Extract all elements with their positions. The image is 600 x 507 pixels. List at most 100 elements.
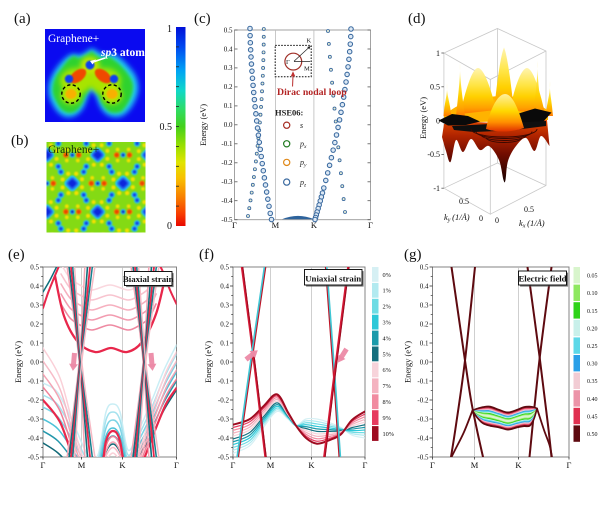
svg-text:0.0: 0.0	[420, 358, 429, 366]
svg-text:-0.5: -0.5	[427, 150, 440, 159]
svg-text:-0.2: -0.2	[221, 159, 233, 167]
svg-text:-0.1: -0.1	[221, 140, 233, 148]
svg-text:sp3 atom: sp3 atom	[100, 47, 145, 59]
svg-text:-0.1: -0.1	[218, 377, 230, 385]
svg-text:0.25: 0.25	[587, 344, 598, 350]
svg-text:Γ: Γ	[567, 460, 572, 470]
svg-text:K: K	[119, 460, 126, 470]
svg-text:-1: -1	[433, 184, 440, 193]
svg-text:0.15: 0.15	[587, 309, 598, 315]
svg-text:0.2: 0.2	[220, 320, 229, 328]
svg-text:0.3: 0.3	[224, 64, 233, 72]
svg-text:0.3: 0.3	[220, 301, 229, 309]
svg-text:0.5: 0.5	[459, 197, 469, 206]
svg-text:0.40: 0.40	[587, 397, 598, 403]
svg-text:0.0: 0.0	[30, 358, 39, 366]
svg-text:(c): (c)	[194, 11, 211, 27]
svg-text:10%: 10%	[383, 431, 395, 438]
svg-text:0.30: 0.30	[587, 362, 598, 368]
svg-text:Γ: Γ	[363, 460, 368, 470]
svg-text:0.5: 0.5	[224, 26, 233, 34]
svg-text:1: 1	[436, 49, 440, 58]
svg-text:0.1: 0.1	[420, 339, 429, 347]
svg-text:Γ: Γ	[232, 220, 237, 230]
svg-text:Dirac nodal loop: Dirac nodal loop	[277, 87, 347, 98]
svg-text:(d): (d)	[408, 11, 426, 27]
svg-text:0.50: 0.50	[587, 432, 598, 438]
svg-text:Energy (eV): Energy (eV)	[198, 104, 208, 146]
svg-text:-0.1: -0.1	[417, 377, 429, 385]
svg-text:0: 0	[436, 116, 440, 125]
svg-text:0.10: 0.10	[587, 291, 598, 297]
svg-text:py: py	[299, 158, 307, 169]
svg-text:-0.3: -0.3	[218, 415, 230, 423]
svg-text:0.2: 0.2	[30, 320, 39, 328]
svg-text:-0.3: -0.3	[28, 415, 40, 423]
svg-text:0.20: 0.20	[587, 326, 598, 332]
svg-text:0: 0	[495, 216, 499, 225]
svg-text:M: M	[471, 460, 479, 470]
svg-text:K: K	[307, 38, 312, 45]
svg-text:K: K	[308, 460, 315, 470]
svg-text:0.5: 0.5	[160, 122, 173, 133]
svg-text:-0.2: -0.2	[28, 396, 40, 404]
svg-text:Electric field: Electric field	[518, 274, 566, 284]
svg-text:-0.1: -0.1	[28, 377, 40, 385]
svg-text:0%: 0%	[383, 272, 392, 279]
svg-text:M: M	[272, 220, 280, 230]
svg-text:0.3: 0.3	[30, 301, 39, 309]
svg-text:0: 0	[167, 221, 172, 232]
svg-text:Energy (eV): Energy (eV)	[403, 341, 413, 383]
svg-text:7%: 7%	[383, 383, 392, 390]
svg-text:1: 1	[167, 24, 172, 35]
svg-text:Γ: Γ	[286, 59, 290, 66]
svg-text:Γ: Γ	[368, 220, 373, 230]
svg-text:s: s	[300, 121, 303, 130]
svg-text:-0.5: -0.5	[218, 453, 230, 461]
svg-text:0.0: 0.0	[220, 358, 229, 366]
svg-text:8%: 8%	[383, 399, 392, 406]
svg-text:K: K	[311, 220, 318, 230]
svg-text:0.5: 0.5	[524, 205, 534, 214]
svg-text:0.0: 0.0	[224, 121, 233, 129]
svg-text:-0.4: -0.4	[218, 434, 230, 442]
svg-text:kx (1/Å): kx (1/Å)	[519, 218, 545, 230]
svg-text:(f): (f)	[199, 247, 214, 263]
svg-text:ky (1/Å): ky (1/Å)	[444, 212, 470, 224]
svg-text:Γ: Γ	[430, 460, 435, 470]
svg-text:px: px	[299, 140, 307, 151]
svg-text:-0.5: -0.5	[221, 216, 233, 224]
svg-text:-0.5: -0.5	[28, 453, 40, 461]
svg-text:-0.4: -0.4	[417, 434, 429, 442]
svg-text:Energy (eV): Energy (eV)	[13, 341, 23, 383]
svg-text:4%: 4%	[383, 335, 392, 342]
svg-text:-0.2: -0.2	[218, 396, 230, 404]
svg-text:Graphene+: Graphene+	[48, 33, 99, 45]
svg-text:M: M	[267, 460, 275, 470]
svg-text:(g): (g)	[404, 247, 422, 263]
svg-text:Γ: Γ	[231, 460, 236, 470]
svg-text:9%: 9%	[383, 415, 392, 422]
svg-text:-0.4: -0.4	[28, 434, 40, 442]
svg-text:(e): (e)	[8, 247, 25, 263]
svg-text:Energy (eV): Energy (eV)	[203, 341, 213, 383]
svg-text:3%: 3%	[383, 320, 392, 327]
svg-text:0.5: 0.5	[420, 263, 429, 271]
svg-text:pz: pz	[299, 178, 307, 189]
svg-text:Graphene+: Graphene+	[48, 144, 99, 156]
svg-text:0.4: 0.4	[220, 282, 229, 290]
svg-text:0.5: 0.5	[220, 263, 229, 271]
svg-text:(b): (b)	[11, 133, 29, 149]
svg-text:5%: 5%	[383, 351, 392, 358]
svg-text:-0.3: -0.3	[221, 178, 233, 186]
svg-text:Energy (eV): Energy (eV)	[418, 97, 428, 139]
svg-text:0.5: 0.5	[430, 83, 440, 92]
svg-text:-0.3: -0.3	[417, 415, 429, 423]
svg-text:0: 0	[479, 214, 483, 223]
svg-text:-0.5: -0.5	[417, 453, 429, 461]
svg-text:0.1: 0.1	[30, 339, 39, 347]
svg-text:-0.4: -0.4	[221, 197, 233, 205]
svg-text:2%: 2%	[383, 304, 392, 311]
svg-text:M: M	[78, 460, 86, 470]
svg-text:0.45: 0.45	[587, 414, 598, 420]
